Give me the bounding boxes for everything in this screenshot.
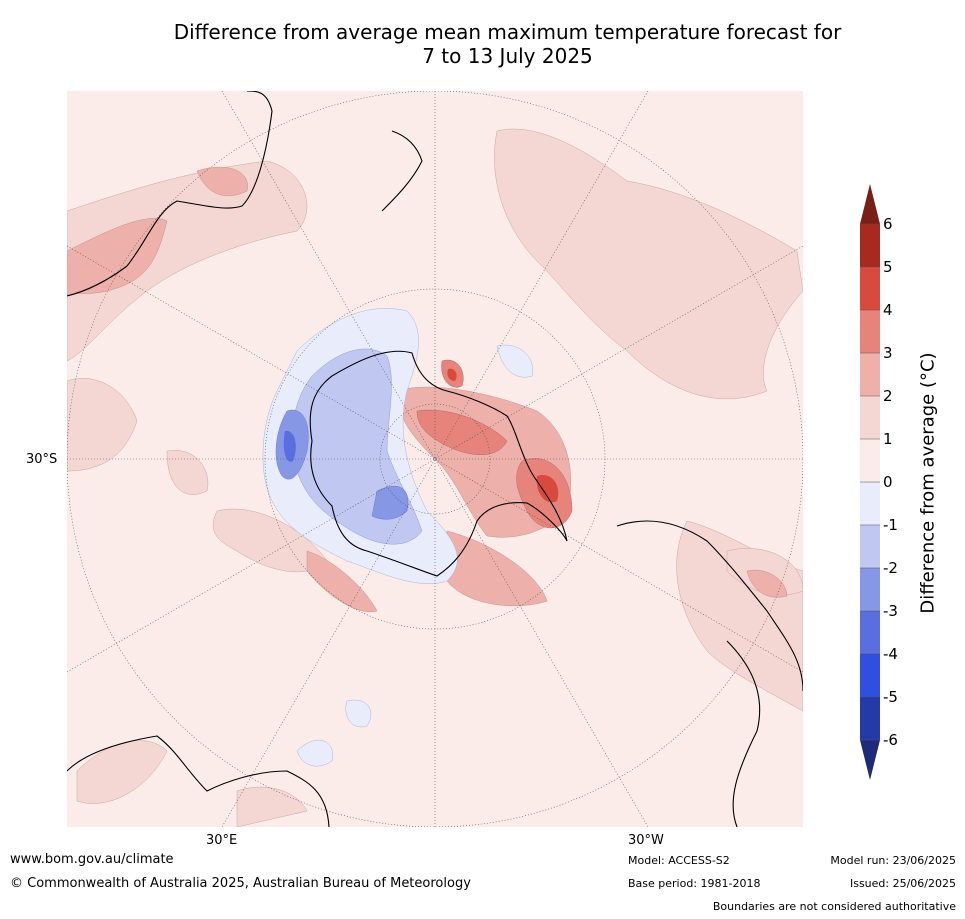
colorbar-bin <box>860 568 880 611</box>
colorbar-tick-label: 0 <box>883 473 893 491</box>
colorbar-tick-label: 6 <box>883 215 893 233</box>
colorbar-bins <box>860 224 880 740</box>
colorbar-tick-label: -2 <box>883 559 898 577</box>
colorbar-tick-label: -5 <box>883 688 898 706</box>
anomaly-minus-zones <box>262 308 534 767</box>
colorbar-over-arrow <box>860 184 880 224</box>
footer-issued: Issued: 25/06/2025 <box>849 877 956 890</box>
title-line-2: 7 to 13 July 2025 <box>422 44 593 68</box>
colorbar-bin <box>860 267 880 310</box>
colorbar-bin <box>860 611 880 654</box>
anomaly-plus4-zones <box>447 368 559 503</box>
colorbar: 6 5 4 3 2 1 0 -1 -2 -3 -4 -5 -6 <box>860 184 898 780</box>
colorbar-bin <box>860 482 880 525</box>
title-line-1: Difference from average mean maximum tem… <box>173 20 842 44</box>
polar-map <box>67 91 803 827</box>
colorbar-bin <box>860 697 880 740</box>
colorbar-tick-label: 2 <box>883 387 893 405</box>
colorbar-tick-label: -6 <box>883 731 898 749</box>
colorbar-tick-label: -3 <box>883 602 898 620</box>
anomaly-plus1-zones <box>67 128 803 827</box>
colorbar-tick-label: -1 <box>883 516 898 534</box>
coastlines <box>67 91 803 827</box>
colorbar-bin <box>860 439 880 482</box>
footer-website[interactable]: www.bom.gov.au/climate <box>10 852 174 867</box>
colorbar-bin <box>860 353 880 396</box>
footer-base-period: Base period: 1981-2018 <box>628 877 761 890</box>
lon-label-30e: 30°E <box>206 833 238 848</box>
footer-model-run: Model run: 23/06/2025 <box>830 854 956 867</box>
colorbar-ticks: 6 5 4 3 2 1 0 -1 -2 -3 -4 -5 -6 <box>860 215 898 749</box>
graticule <box>67 91 803 827</box>
footer-copyright: © Commonwealth of Australia 2025, Austra… <box>10 876 471 891</box>
colorbar-tick-label: 1 <box>883 430 893 448</box>
colorbar-under-arrow <box>860 740 880 780</box>
footer-model: Model: ACCESS-S2 <box>628 854 730 867</box>
colorbar-bin <box>860 310 880 353</box>
colorbar-tick-label: 5 <box>883 258 893 276</box>
colorbar-bin <box>860 525 880 568</box>
lon-label-30w: 30°W <box>628 833 664 848</box>
map-title: Difference from average mean maximum tem… <box>0 20 965 68</box>
colorbar-title: Difference from average (°C) <box>917 352 939 614</box>
colorbar-bin <box>860 654 880 697</box>
colorbar-bin <box>860 224 880 267</box>
colorbar-tick-label: -4 <box>883 645 898 663</box>
lat-label-30s: 30°S <box>26 452 58 467</box>
colorbar-bin <box>860 396 880 439</box>
colorbar-tick-label: 3 <box>883 344 893 362</box>
footer-disclaimer: Boundaries are not considered authoritat… <box>712 900 956 913</box>
colorbar-tick-label: 4 <box>883 301 893 319</box>
